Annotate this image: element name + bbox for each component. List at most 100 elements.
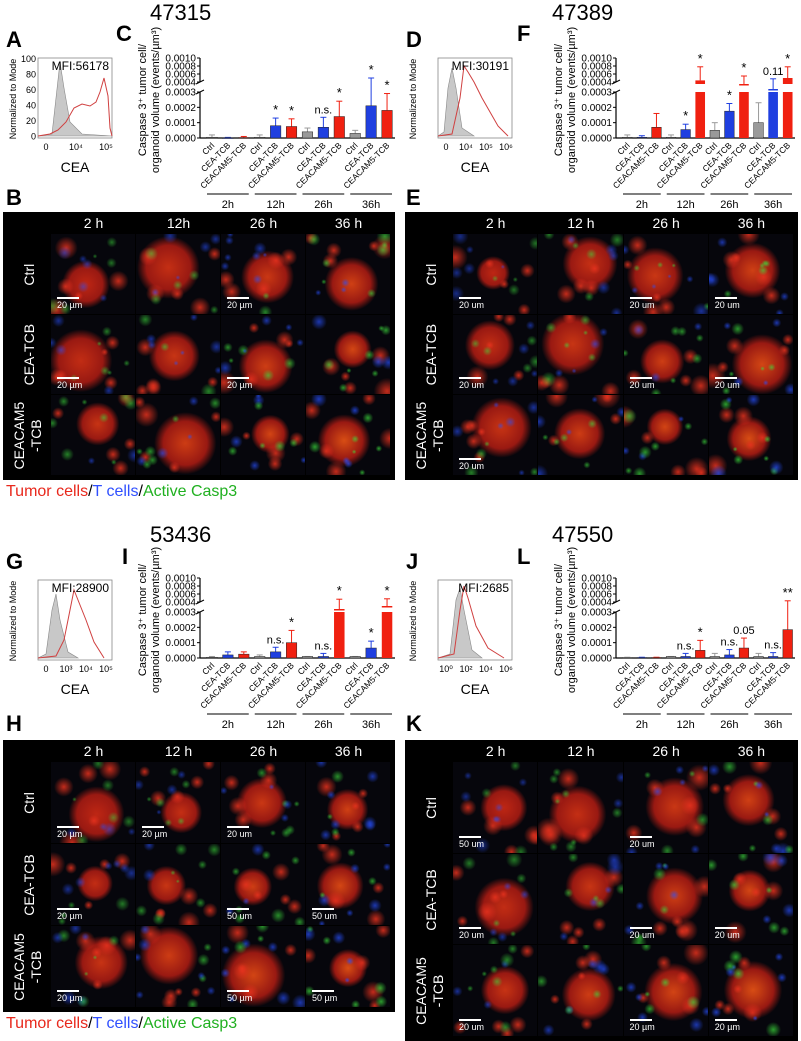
timepoint-header: 36 h — [737, 215, 765, 231]
scale-bar-label: 20 µm — [57, 993, 83, 1003]
scale-bar-line — [629, 296, 652, 299]
micrograph-panel-h: 2 h 12 h 26 h 36 h Ctrl CEA-TCB CEACAM5 -TCB 20… — [3, 740, 395, 1012]
group-label: 36h — [764, 719, 782, 731]
treatment-row-label: Ctrl — [21, 263, 37, 286]
micrograph-image: 20 µm — [51, 926, 135, 1007]
organoid-title-53436: 53436 — [150, 522, 212, 547]
y-tick-label: 0.0001 — [581, 638, 612, 649]
scale-bar-line — [459, 927, 481, 930]
bar — [206, 656, 218, 659]
y-axis-label: Normalized to Mode — [408, 581, 418, 662]
panel-label-c: C — [116, 21, 132, 46]
micrograph-image — [136, 926, 220, 1007]
scale-bar-label: 20 µm — [57, 911, 83, 921]
treatment-row-label: CEA-TCB — [21, 324, 37, 386]
x-tick-label: 10⁴ — [79, 664, 93, 674]
micrograph-image: 20 µm — [221, 314, 305, 395]
micrograph-panel-k: 2 h 12 h 26 h 36 h Ctrl CEA-TCB CEACAM5 -TCB 50… — [405, 740, 798, 1041]
bar-upper-segment — [768, 89, 778, 91]
bar — [680, 129, 691, 139]
y-tick-label: 40 — [26, 101, 36, 111]
micrograph-image: 20 µm — [708, 945, 793, 1036]
y-axis-label: Caspase 3⁺ tumor cell/organoid volume (e… — [553, 547, 578, 693]
bar — [333, 116, 345, 139]
scale-bar-label: 20 µm — [629, 1021, 655, 1032]
panel-label-g: G — [6, 549, 24, 574]
scale-bar: 20 µm — [57, 908, 82, 921]
bar — [365, 647, 377, 659]
significance-label: * — [683, 108, 688, 123]
bar-lower-segment — [334, 612, 345, 658]
scale-bar-label: 20 um — [714, 299, 740, 310]
y-tick-label: 80 — [26, 70, 36, 80]
bar — [768, 656, 779, 659]
y-tick-label: 0.0000 — [581, 134, 612, 145]
micrograph-image: 20 um — [708, 853, 793, 945]
micrograph-image — [538, 762, 623, 853]
scale-bar-line — [459, 457, 481, 460]
histogram-j: MFI:2685 10⁰ 10² 10⁴ 10⁶ Normalized to Mode CE… — [400, 577, 516, 707]
y-tick-label: 0.0002 — [581, 623, 612, 634]
treatment-row-label: Ctrl — [21, 792, 37, 814]
significance-label: ** — [783, 585, 793, 600]
group-label: 26h — [720, 719, 738, 731]
panel-label-f: F — [517, 21, 531, 46]
micrograph-image: 20 um — [708, 234, 793, 314]
scale-bar: 20 um — [459, 377, 484, 390]
scale-bar-line — [227, 377, 249, 380]
bar — [636, 136, 647, 139]
bar — [222, 654, 234, 659]
y-tick-label: 0.0000 — [165, 134, 196, 145]
legend-active-casp3: Active Casp3 — [142, 483, 238, 500]
group-label: 12h — [266, 199, 284, 211]
bar-upper-segment — [739, 84, 749, 86]
y-tick-label: 0 — [31, 132, 36, 142]
x-tick-label: 10² — [459, 664, 472, 674]
y-tick-label: 0.0008 — [581, 62, 612, 73]
scale-bar: 50 µm — [312, 990, 337, 1003]
y-tick-label: 0.0000 — [165, 654, 196, 665]
cea-histogram — [37, 77, 113, 137]
y-tick-label: 0.0004 — [581, 78, 612, 89]
bar — [301, 656, 313, 659]
x-axis-label: CEA — [461, 681, 490, 697]
histogram-plot: MFI:56178 100 80 60 40 20 00 10⁴ 10⁵ Normalized t… — [8, 54, 113, 175]
scale-bar-label: 20 µm — [227, 380, 253, 391]
bar-upper-segment — [782, 78, 793, 84]
bar — [317, 127, 329, 139]
micrograph-image — [51, 395, 135, 475]
significance-label: * — [785, 51, 790, 66]
bar — [349, 656, 361, 659]
scale-bar-line — [227, 990, 249, 992]
panel-label-e: E — [406, 185, 421, 210]
scale-bar-label: 20 µm — [714, 1021, 740, 1032]
scale-bar-line — [714, 296, 737, 299]
panel-label-a: A — [6, 27, 22, 52]
micrograph-image: 20 µm — [51, 314, 135, 395]
y-tick-label: 0.0001 — [165, 638, 196, 649]
y-tick-label: 0.0003 — [581, 608, 612, 619]
panel-label-i: I — [122, 544, 129, 569]
scale-bar-label: 20 µm — [57, 380, 83, 391]
scale-bar-line — [629, 1018, 652, 1021]
micrograph-image — [538, 314, 623, 395]
scale-bar: 50 um — [459, 835, 484, 849]
significance-label: n.s. — [721, 637, 739, 649]
micrograph-image: 20 um — [453, 234, 538, 314]
scale-bar-line — [227, 908, 249, 910]
y-tick-label: 0.0010 — [581, 574, 612, 585]
micrograph-image — [538, 234, 623, 314]
histogram-plot: MFI:2685 10⁰ 10² 10⁴ 10⁶ Normalized to Mode CE… — [408, 579, 513, 697]
scale-bar: 50 um — [227, 908, 252, 921]
bar-upper-segment — [334, 609, 345, 611]
scale-bar: 50 um — [312, 908, 337, 921]
histogram-d: MFI:30191 0 10⁴ 10⁵ 10⁶ Normalized to Mode CEA — [400, 55, 516, 185]
mfi-label: MFI:2685 — [458, 581, 509, 595]
mfi-label: MFI:28900 — [52, 581, 110, 595]
bar — [680, 656, 691, 659]
bar — [301, 131, 313, 139]
y-tick-label: 0.0006 — [581, 590, 612, 601]
y-tick-label: 0.0004 — [165, 78, 196, 89]
timepoint-header: 2 h — [83, 743, 104, 759]
scale-bar: 20 um — [714, 296, 740, 310]
